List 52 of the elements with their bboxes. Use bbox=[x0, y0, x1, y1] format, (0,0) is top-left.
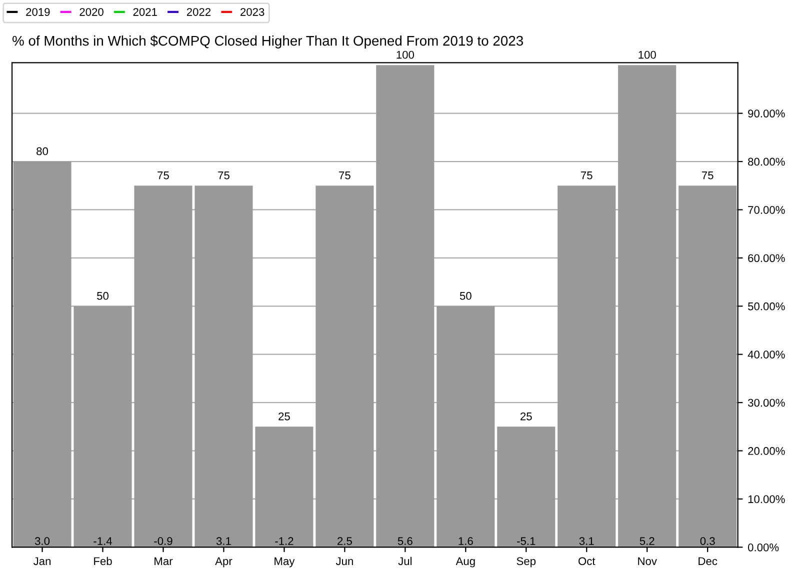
x-tick-label: Nov bbox=[638, 557, 657, 566]
annotation: 0.3 bbox=[700, 537, 715, 546]
y-tick-label: 40.00% bbox=[748, 350, 785, 358]
annotation: 5.6 bbox=[398, 537, 412, 546]
legend-label: 2020 bbox=[80, 8, 104, 16]
data-label: 75 bbox=[218, 172, 230, 180]
data-label: 75 bbox=[158, 172, 169, 180]
y-tick-label: 90.00% bbox=[748, 110, 785, 118]
annotation: -1.4 bbox=[94, 537, 112, 545]
annotation: 5.2 bbox=[640, 537, 654, 546]
y-tick-label: 60.00% bbox=[748, 254, 785, 262]
legend-label: 2019 bbox=[26, 8, 50, 16]
chart-title: % of Months in Which $COMPQ Closed Higher Than It Opened From 2019 to 2023 bbox=[12, 35, 523, 48]
data-label: 80 bbox=[36, 147, 48, 156]
data-label: 75 bbox=[702, 172, 714, 180]
annotation: 3.0 bbox=[34, 537, 50, 546]
data-label: 25 bbox=[520, 412, 532, 420]
y-tick-label: 10.00% bbox=[748, 495, 785, 504]
x-tick-label: Dec bbox=[698, 557, 718, 566]
x-tick-label: Jul bbox=[398, 556, 412, 566]
annotation: -0.9 bbox=[154, 537, 172, 546]
y-tick-label: 50.00% bbox=[748, 302, 785, 310]
annotation: 1.6 bbox=[458, 537, 473, 546]
data-label: 50 bbox=[97, 292, 108, 300]
x-tick-label: Sep bbox=[516, 557, 536, 568]
annotation: -1.2 bbox=[275, 537, 294, 545]
data-label: 25 bbox=[278, 412, 290, 420]
annotation: 3.1 bbox=[579, 537, 594, 546]
y-tick-label: 0.00% bbox=[748, 543, 779, 552]
y-tick-label: 20.00% bbox=[748, 447, 785, 455]
x-tick-label: Feb bbox=[94, 556, 112, 566]
x-tick-label: Oct bbox=[578, 557, 596, 566]
y-tick-label: 80.00% bbox=[748, 158, 785, 166]
x-tick-label: May bbox=[274, 557, 295, 568]
y-tick-label: 70.00% bbox=[748, 206, 785, 214]
x-tick-label: Apr bbox=[215, 557, 232, 568]
x-tick-label: Jun bbox=[336, 557, 353, 566]
legend-label: 2021 bbox=[133, 8, 157, 16]
annotation: 2.5 bbox=[338, 537, 352, 546]
annotation: 3.1 bbox=[216, 537, 231, 546]
x-tick-label: Jan bbox=[33, 557, 51, 566]
legend-label: 2022 bbox=[186, 8, 211, 16]
data-label: 100 bbox=[396, 50, 414, 59]
annotation: -5.1 bbox=[517, 537, 536, 546]
x-tick-label: Aug bbox=[456, 557, 475, 568]
legend-label: 2023 bbox=[240, 8, 264, 16]
y-tick-label: 30.00% bbox=[748, 398, 785, 407]
data-label: 75 bbox=[581, 172, 592, 180]
data-label: 50 bbox=[460, 292, 472, 300]
data-label: 75 bbox=[339, 172, 350, 180]
data-label: 100 bbox=[638, 50, 656, 59]
x-tick-label: Mar bbox=[154, 557, 173, 566]
